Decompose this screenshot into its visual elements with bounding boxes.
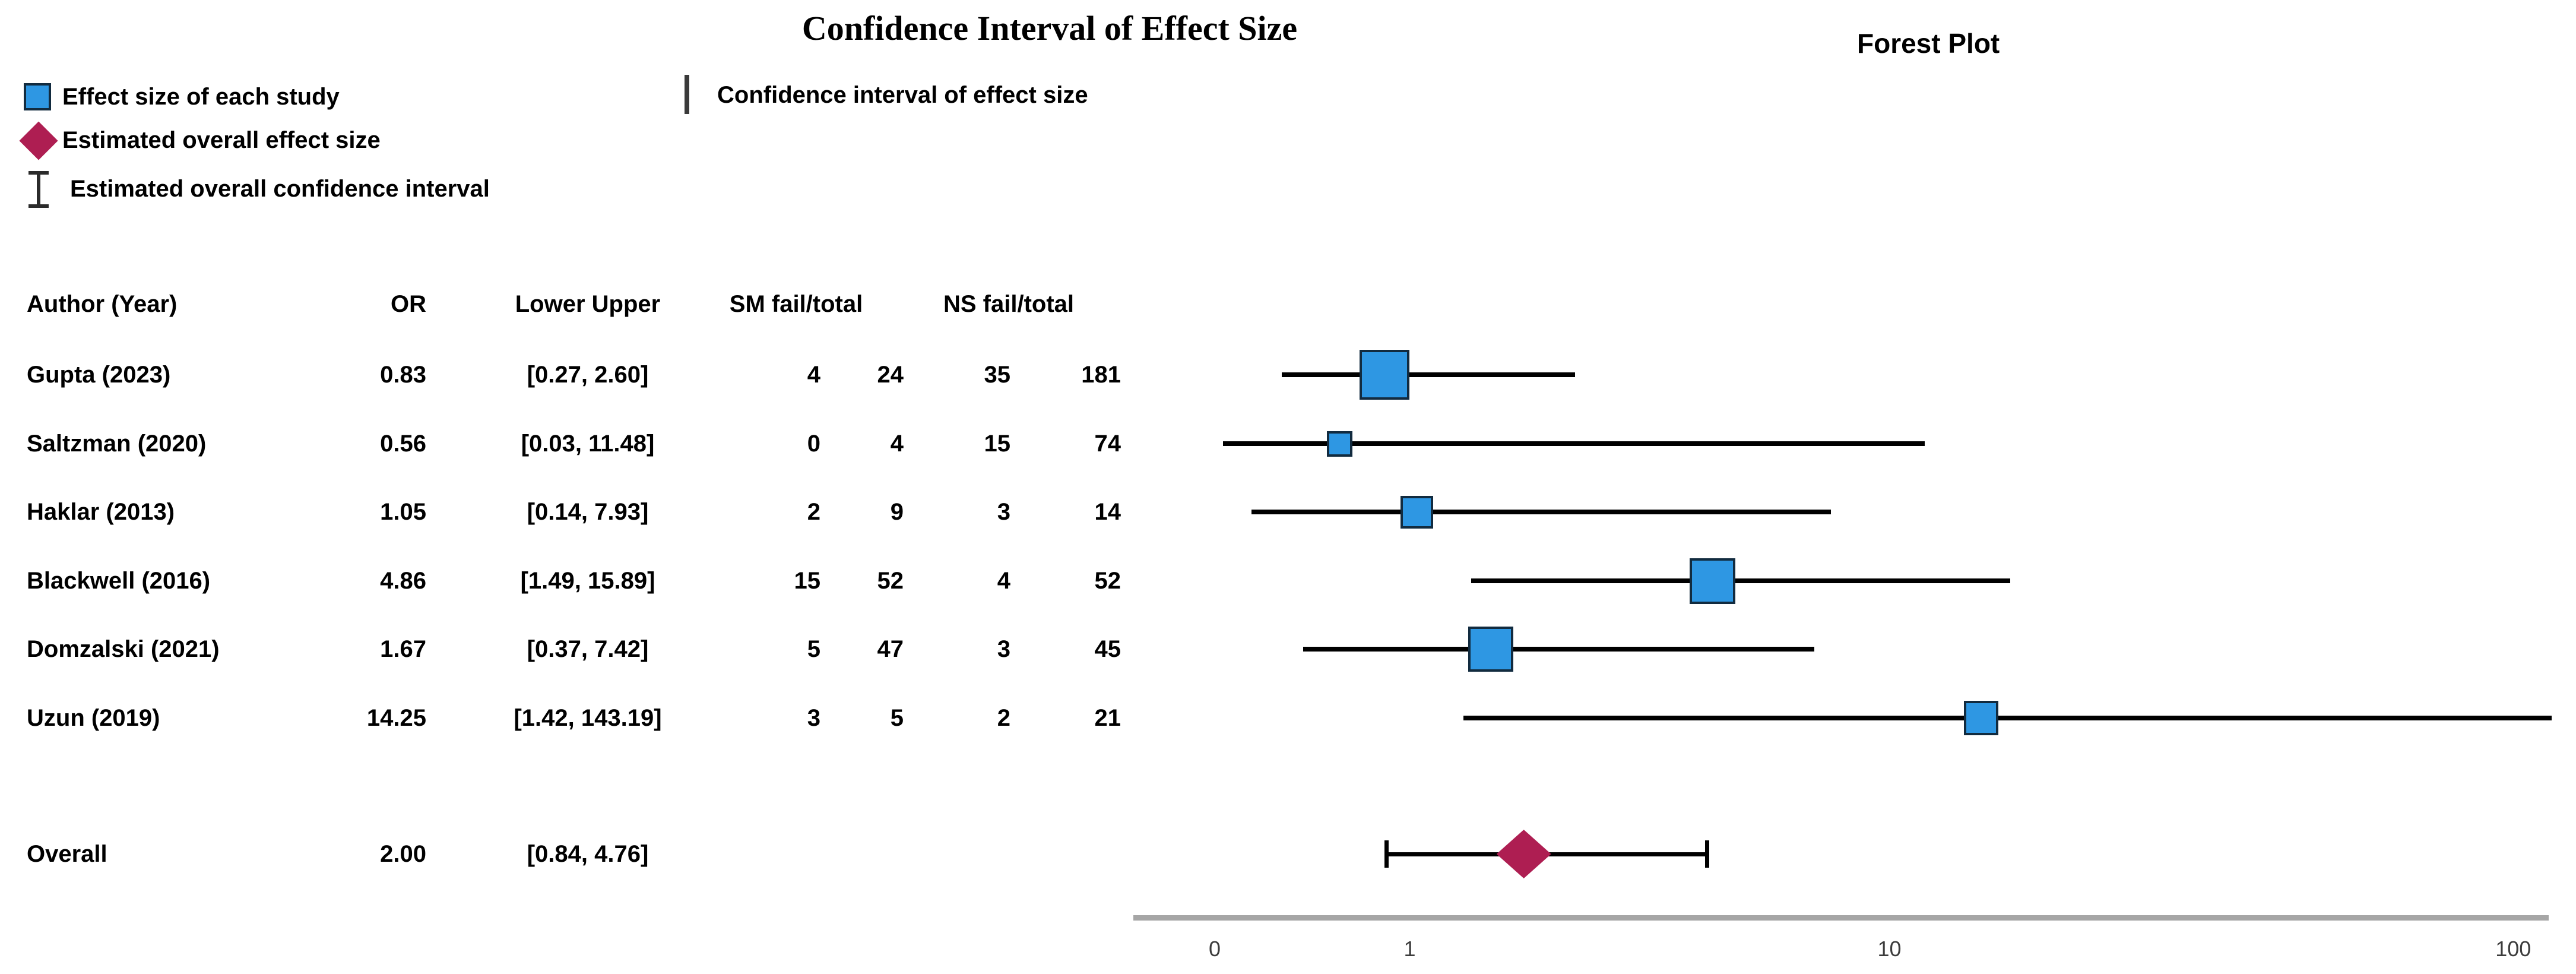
overall-diamond-marker: [1496, 830, 1551, 878]
study-ci-line: [1251, 510, 1831, 514]
x-axis-line: [1133, 915, 2549, 921]
study-ci-line: [1463, 716, 2552, 720]
sm-fail-cell: 0: [807, 431, 820, 457]
ns-fail-cell: 3: [997, 499, 1010, 525]
ns-total-cell: 74: [1094, 431, 1121, 457]
sm-fail-cell: 5: [807, 636, 820, 662]
or-cell: 1.05: [380, 499, 426, 525]
ns-fail-cell: 4: [997, 568, 1010, 594]
ci-cell: [0.27, 2.60]: [527, 362, 649, 388]
sm-total-cell: 24: [877, 362, 904, 388]
sm-total-cell: 47: [877, 636, 904, 662]
ci-cell: [1.42, 143.19]: [514, 705, 662, 731]
figure-title: Confidence Interval of Effect Size: [801, 9, 1298, 48]
sm-fail-cell: 4: [807, 362, 820, 388]
study-ci-line: [1282, 372, 1576, 377]
sm-fail-cell: 3: [807, 705, 820, 731]
study-marker: [1400, 495, 1433, 529]
ns-fail-cell: 2: [997, 705, 1010, 731]
study-ci-line: [1223, 441, 1925, 446]
legend-item-study-label: Effect size of each study: [62, 84, 340, 110]
x-axis-tick-label: 100: [2495, 937, 2531, 961]
sm-fail-cell: 15: [794, 568, 821, 594]
author-cell: Domzalski (2021): [27, 636, 220, 662]
overall-ci-cap-right: [1704, 840, 1709, 868]
ci-cell: [0.14, 7.93]: [527, 499, 649, 525]
ns-total-cell: 181: [1081, 362, 1121, 388]
overall-ci-cap-left: [1384, 840, 1389, 868]
ns-total-cell: 52: [1094, 568, 1121, 594]
x-axis-tick-label: 1: [1403, 937, 1416, 961]
author-cell: Saltzman (2020): [27, 431, 207, 457]
overall-or-cell: 2.00: [380, 841, 426, 867]
ci-line-key-label: Confidence interval of effect size: [717, 82, 1088, 108]
legend-item-ci-label: Estimated overall confidence interval: [70, 176, 490, 202]
sm-total-cell: 4: [890, 431, 904, 457]
sm-total-cell: 52: [877, 568, 904, 594]
header-author: Author (Year): [27, 291, 178, 317]
ns-fail-cell: 3: [997, 636, 1010, 662]
sm-fail-cell: 2: [807, 499, 820, 525]
overall-diamond-icon: [19, 121, 58, 160]
plot-title: Forest Plot: [1857, 28, 2000, 59]
ns-total-cell: 45: [1094, 636, 1121, 662]
study-marker: [1327, 431, 1353, 457]
ns-total-cell: 14: [1094, 499, 1121, 525]
or-cell: 0.83: [380, 362, 426, 388]
ns-total-cell: 21: [1094, 705, 1121, 731]
header-or: OR: [391, 291, 426, 317]
sm-total-cell: 5: [890, 705, 904, 731]
study-marker: [1360, 350, 1410, 400]
x-axis-tick-label: 0: [1208, 937, 1221, 961]
header-lower-upper: Lower Upper: [515, 291, 661, 317]
or-cell: 4.86: [380, 568, 426, 594]
header-sm-fail-total: SM fail/total: [729, 291, 863, 317]
study-square-icon: [24, 83, 51, 110]
study-marker: [1468, 627, 1514, 672]
author-cell: Haklar (2013): [27, 499, 175, 525]
study-marker: [1964, 701, 1999, 735]
study-marker: [1689, 558, 1735, 604]
study-ci-line: [1471, 578, 2010, 583]
ci-cell: [1.49, 15.89]: [520, 568, 655, 594]
author-cell: Gupta (2023): [27, 362, 171, 388]
author-cell: Blackwell (2016): [27, 568, 211, 594]
study-ci-line: [1303, 647, 1814, 652]
or-cell: 1.67: [380, 636, 426, 662]
ns-fail-cell: 15: [984, 431, 1011, 457]
ci-line-icon: [685, 75, 689, 114]
overall-label-cell: Overall: [27, 841, 107, 867]
or-cell: 0.56: [380, 431, 426, 457]
ci-cell: [0.03, 11.48]: [521, 431, 655, 457]
legend-item-overall-label: Estimated overall effect size: [62, 127, 381, 153]
author-cell: Uzun (2019): [27, 705, 160, 731]
overall-ci-cell: [0.84, 4.76]: [527, 841, 649, 867]
header-ns-fail-total: NS fail/total: [943, 291, 1075, 317]
or-cell: 14.25: [366, 705, 426, 731]
ns-fail-cell: 35: [984, 362, 1011, 388]
sm-total-cell: 9: [890, 499, 904, 525]
x-axis-tick-label: 10: [1877, 937, 1902, 961]
ci-cell: [0.37, 7.42]: [527, 636, 649, 662]
